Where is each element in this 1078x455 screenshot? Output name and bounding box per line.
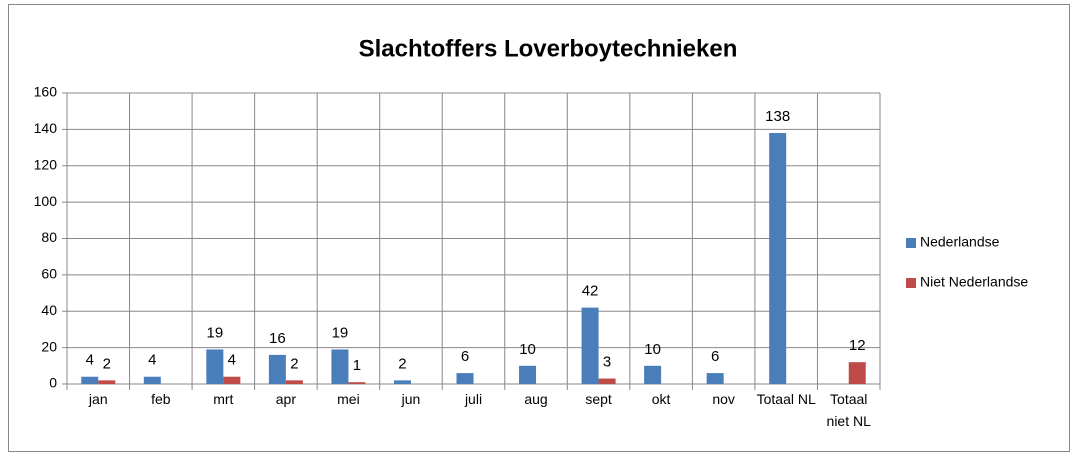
bar: [285, 380, 303, 384]
bar: [519, 365, 537, 384]
y-tick-label: 100: [34, 193, 58, 209]
bar: [143, 376, 161, 384]
bar: [206, 349, 224, 384]
x-tick-label: Totaal niet NL: [826, 391, 871, 429]
x-tick-label: mrt: [213, 391, 234, 407]
bar: [98, 380, 116, 384]
legend-swatch: [906, 278, 916, 288]
x-tick-label: juli: [464, 391, 483, 407]
bar: [81, 376, 99, 384]
y-tick-label: 40: [41, 302, 57, 318]
bar: [769, 133, 787, 384]
data-label: 42: [582, 283, 599, 300]
x-tick-label: jun: [401, 391, 421, 407]
chart-title: Slachtoffers Loverboytechnieken: [359, 35, 738, 62]
data-label: 6: [461, 348, 469, 365]
data-label: 2: [103, 355, 111, 372]
bar: [331, 349, 349, 384]
y-tick-label: 120: [34, 156, 58, 172]
data-label: 1: [353, 357, 361, 374]
data-label: 19: [207, 324, 224, 341]
bar: [348, 382, 366, 384]
x-tick-label: okt: [651, 391, 671, 407]
data-label: 6: [711, 348, 719, 365]
legend-label: Niet Nederlandse: [920, 274, 1028, 290]
data-label: 4: [228, 352, 236, 369]
x-tick-label: mei: [337, 391, 360, 407]
y-tick-label: 20: [41, 338, 57, 354]
y-tick-label: 140: [34, 120, 58, 136]
bar: [393, 380, 411, 384]
bar: [268, 354, 286, 384]
data-label: 138: [765, 108, 790, 125]
data-label: 2: [290, 355, 298, 372]
y-tick-label: 0: [49, 375, 57, 391]
data-label: 3: [603, 354, 611, 371]
data-label: 16: [269, 330, 286, 347]
data-label: 4: [86, 352, 94, 369]
data-label: 19: [332, 324, 349, 341]
bar: [223, 376, 241, 384]
x-tick-label: aug: [524, 391, 548, 407]
legend-label: Nederlandse: [920, 234, 1000, 250]
y-tick-label: 80: [41, 229, 57, 245]
bar: [598, 378, 616, 384]
y-tick-label: 160: [34, 84, 58, 100]
legend-swatch: [906, 238, 916, 248]
bar: [848, 362, 866, 384]
x-tick-label: feb: [151, 391, 171, 407]
data-label: 10: [519, 341, 536, 358]
x-tick-label: jan: [88, 391, 108, 407]
data-label: 4: [148, 352, 156, 369]
bar: [706, 373, 724, 384]
bar: [581, 307, 599, 384]
data-label: 2: [398, 355, 406, 372]
bar: [456, 373, 474, 384]
chart-border: [8, 4, 1070, 452]
bar: [644, 365, 662, 384]
data-label: 12: [849, 337, 866, 354]
data-label: 10: [644, 341, 661, 358]
x-tick-label: apr: [275, 391, 296, 407]
x-tick-label: sept: [585, 391, 612, 407]
y-tick-label: 60: [41, 266, 57, 282]
x-tick-label: nov: [712, 391, 735, 407]
x-tick-label: Totaal NL: [756, 391, 816, 407]
